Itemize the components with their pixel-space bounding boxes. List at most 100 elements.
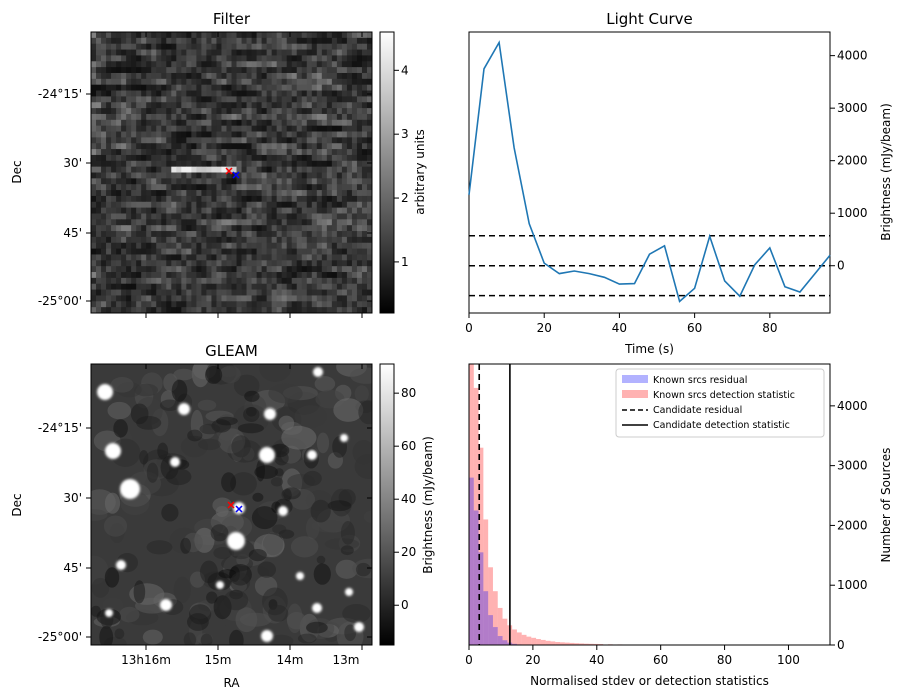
filter-y-ticklabel: -25°00' [38, 294, 82, 308]
gleam-source [105, 443, 121, 459]
gleam-source [261, 630, 273, 642]
gleam-source [170, 457, 180, 467]
histogram-x-label: Normalised stdev or detection statistics [530, 674, 769, 688]
histogram-x-ticklabel: 60 [653, 653, 668, 667]
gleam-colorbar-label: Brightness (mJy/beam) [421, 436, 435, 574]
gleam-x-ticks: 13h16m 15m 14m 13m [121, 364, 363, 667]
light-curve-line [468, 40, 831, 303]
gleam-panel: GLEAM 13h16m 15m 14m 13m RA [10, 342, 435, 690]
histogram-bar-known-residual [497, 636, 503, 645]
gleam-colorbar-ticklabel: 40 [401, 492, 416, 506]
filter-y-ticklabel: 30' [63, 156, 82, 170]
light-curve-series [468, 40, 831, 303]
histogram-bar-known-residual [502, 640, 508, 645]
histogram-y-ticklabel: 2000 [837, 518, 868, 532]
gleam-colorbar-ticklabel: 60 [401, 439, 416, 453]
histogram-bar-known-residual [478, 552, 484, 645]
light-curve-x-label: Time (s) [624, 342, 674, 356]
gleam-x-label: RA [223, 676, 240, 690]
histogram-bar-known-detection [502, 618, 508, 645]
gleam-colorbar-ticklabel: 0 [401, 598, 409, 612]
light-curve-panel: Light Curve 0 20 40 60 80 01000200030004000 … [465, 10, 893, 356]
histogram-legend: Known srcs residual Known srcs detection… [615, 368, 825, 438]
gleam-source [160, 599, 172, 611]
gleam-y-ticklabel: 30' [63, 491, 82, 505]
filter-title: Filter [213, 10, 251, 28]
gleam-y-ticklabel: 45' [63, 561, 82, 575]
light-curve-y-ticklabel: 1000 [837, 206, 868, 220]
gleam-source [216, 581, 224, 589]
histogram-x-ticklabel: 40 [589, 653, 604, 667]
histogram-y-ticklabel: 0 [837, 638, 845, 652]
gleam-source [312, 603, 322, 613]
histogram-bar-known-detection [550, 641, 556, 645]
histogram-bar-known-detection [473, 387, 479, 645]
legend-label-candidate-detection: Candidate detection statistic [653, 420, 790, 431]
histogram-bar-known-detection [569, 642, 575, 645]
gleam-source [264, 408, 276, 420]
gleam-source [120, 479, 140, 499]
filter-colorbar-ticklabel: 1 [401, 255, 409, 269]
gleam-source [340, 434, 348, 442]
light-curve-x-ticklabel: 80 [762, 321, 777, 335]
gleam-source [307, 450, 317, 460]
filter-colorbar: 1 2 3 4 arbitrary units [379, 31, 427, 314]
histogram-bar-known-residual [473, 510, 479, 645]
histogram-y-label: Number of Sources [879, 448, 893, 563]
light-curve-title: Light Curve [606, 10, 692, 28]
filter-y-ticks: -24°15' 30' 45' -25°00' [38, 87, 372, 308]
histogram-bar-known-residual [469, 477, 474, 645]
light-curve-frame [468, 31, 831, 314]
gleam-frame [90, 363, 373, 646]
histogram-bar-known-residual [492, 627, 498, 645]
legend-label-known-residual: Known srcs residual [653, 375, 747, 386]
gleam-colorbar-ticklabel: 20 [401, 545, 416, 559]
gleam-blue-marker [235, 505, 243, 513]
gleam-image [91, 364, 372, 645]
legend-swatch-known-detection [622, 390, 648, 398]
histogram-bar-known-detection [545, 640, 551, 645]
filter-panel: Filter -24°15' 30' 45' -25°00' Dec 1 2 3 4 [10, 10, 427, 318]
light-curve-y-ticklabel: 4000 [837, 49, 868, 63]
light-curve-x-ticklabel: 60 [687, 321, 702, 335]
filter-frame [90, 31, 373, 314]
gleam-markers [227, 501, 243, 513]
filter-y-label: Dec [10, 160, 24, 183]
histogram-bar-known-residual [488, 615, 493, 645]
light-curve-y-ticklabel: 2000 [837, 154, 868, 168]
histogram-bar-known-detection [560, 642, 565, 645]
gleam-y-label: Dec [10, 493, 24, 516]
light-curve-y-ticklabel: 0 [837, 259, 845, 273]
histogram-x-ticklabel: 100 [777, 653, 800, 667]
gleam-x-ticklabel: 14m [277, 653, 304, 667]
light-curve-threshold-lines [469, 235, 830, 297]
gleam-source [345, 588, 353, 596]
histogram-bar-known-detection [488, 567, 493, 645]
filter-blue-marker [232, 171, 240, 179]
histogram-bar-known-detection [478, 447, 484, 645]
gleam-source [278, 506, 288, 516]
gleam-source [296, 572, 304, 580]
light-curve-x-ticklabel: 40 [612, 321, 627, 335]
histogram-bar-known-residual [483, 591, 489, 645]
gleam-red-marker [227, 501, 235, 509]
legend-swatch-known-residual [622, 375, 648, 383]
histogram-bar-known-detection [516, 632, 522, 645]
histogram-frame [468, 363, 831, 646]
histogram-candidate-lines [478, 364, 511, 645]
gleam-colorbar-ticklabel: 80 [401, 386, 416, 400]
filter-colorbar-ticklabel: 4 [401, 63, 409, 77]
histogram-bar-known-detection [469, 364, 474, 645]
gleam-source [178, 403, 190, 415]
histogram-bar-known-detection [540, 639, 546, 645]
light-curve-x-ticklabel: 20 [537, 321, 552, 335]
gleam-y-ticklabel: -24°15' [38, 421, 82, 435]
histogram-bar-known-detection [536, 639, 541, 645]
histogram-bar-known-detection [521, 634, 527, 645]
histogram-bar-known-detection [574, 643, 580, 645]
histogram-bar-known-detection [492, 591, 498, 645]
histogram-bar-known-detection [564, 642, 570, 645]
light-curve-y-label: Brightness (mJy/beam) [879, 103, 893, 241]
histogram-y-ticks: 0 1000 2000 3000 4000 [830, 399, 868, 652]
